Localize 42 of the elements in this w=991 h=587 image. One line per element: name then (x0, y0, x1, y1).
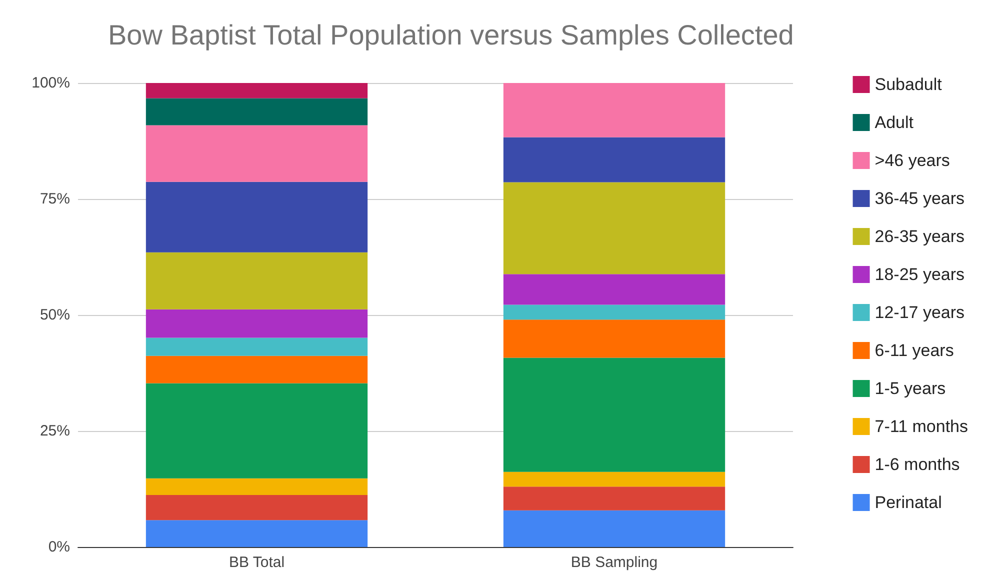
bar (146, 252, 368, 310)
y-tick-label: 100% (32, 74, 70, 92)
bar (146, 98, 368, 126)
bar (146, 309, 368, 338)
chart-title: Bow Baptist Total Population versus Samples Collected (108, 20, 794, 50)
bar (503, 182, 726, 274)
legend-label: 12-17 years (874, 303, 965, 322)
legend-label: >46 years (874, 151, 950, 170)
bar (503, 510, 726, 547)
legend-label: 1-6 months (874, 455, 960, 474)
y-tick-label: 0% (48, 538, 70, 556)
bar (146, 338, 368, 356)
y-tick-label: 50% (40, 306, 70, 324)
bar (146, 83, 368, 98)
bar (146, 356, 368, 384)
bar (503, 320, 726, 358)
x-tick-label: BB Total (228, 554, 285, 571)
bar (503, 358, 726, 472)
bar (503, 486, 726, 510)
legend-label: Subadult (874, 75, 942, 94)
legend-label: Adult (874, 113, 914, 132)
y-tick-label: 75% (40, 190, 70, 208)
bar (503, 137, 726, 182)
y-tick-label: 25% (40, 422, 70, 440)
bar (146, 383, 368, 478)
bar (146, 478, 368, 496)
legend-label: Perinatal (874, 493, 942, 512)
bar (146, 495, 368, 520)
legend-label: 36-45 years (874, 189, 965, 208)
bar (503, 472, 726, 487)
legend-label: 1-5 years (874, 379, 946, 398)
bar (146, 125, 368, 182)
legend-label: 7-11 months (874, 417, 968, 436)
bar (503, 83, 726, 138)
bar (503, 274, 726, 305)
bar (146, 520, 368, 547)
bar (146, 182, 368, 252)
legend-label: 26-35 years (874, 227, 965, 246)
x-tick-label: BB Sampling (570, 554, 658, 571)
legend-label: 6-11 years (874, 341, 954, 360)
bar (503, 304, 726, 320)
legend-label: 18-25 years (874, 265, 965, 284)
